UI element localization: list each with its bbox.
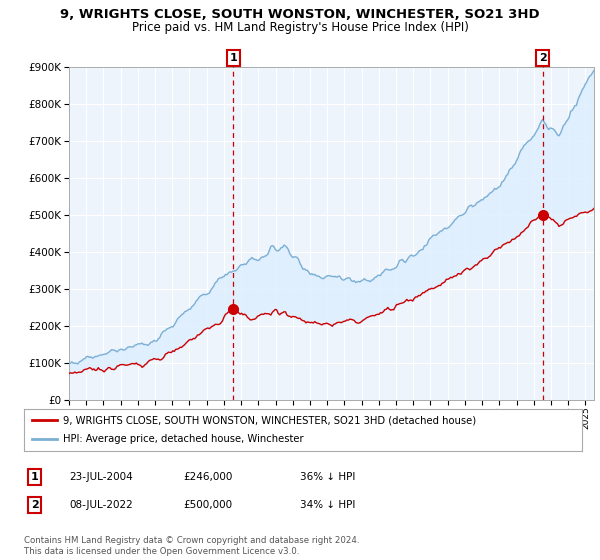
- Text: 2: 2: [31, 500, 38, 510]
- Text: 9, WRIGHTS CLOSE, SOUTH WONSTON, WINCHESTER, SO21 3HD: 9, WRIGHTS CLOSE, SOUTH WONSTON, WINCHES…: [60, 8, 540, 21]
- Text: 08-JUL-2022: 08-JUL-2022: [69, 500, 133, 510]
- Text: 34% ↓ HPI: 34% ↓ HPI: [300, 500, 355, 510]
- Text: 9, WRIGHTS CLOSE, SOUTH WONSTON, WINCHESTER, SO21 3HD (detached house): 9, WRIGHTS CLOSE, SOUTH WONSTON, WINCHES…: [63, 415, 476, 425]
- Text: 1: 1: [31, 472, 38, 482]
- Text: Price paid vs. HM Land Registry's House Price Index (HPI): Price paid vs. HM Land Registry's House …: [131, 21, 469, 34]
- Text: 36% ↓ HPI: 36% ↓ HPI: [300, 472, 355, 482]
- Text: £500,000: £500,000: [183, 500, 232, 510]
- Text: Contains HM Land Registry data © Crown copyright and database right 2024.
This d: Contains HM Land Registry data © Crown c…: [24, 536, 359, 556]
- Text: 23-JUL-2004: 23-JUL-2004: [69, 472, 133, 482]
- Text: 2: 2: [539, 53, 547, 63]
- Text: 1: 1: [230, 53, 237, 63]
- Text: HPI: Average price, detached house, Winchester: HPI: Average price, detached house, Winc…: [63, 435, 304, 445]
- Text: £246,000: £246,000: [183, 472, 232, 482]
